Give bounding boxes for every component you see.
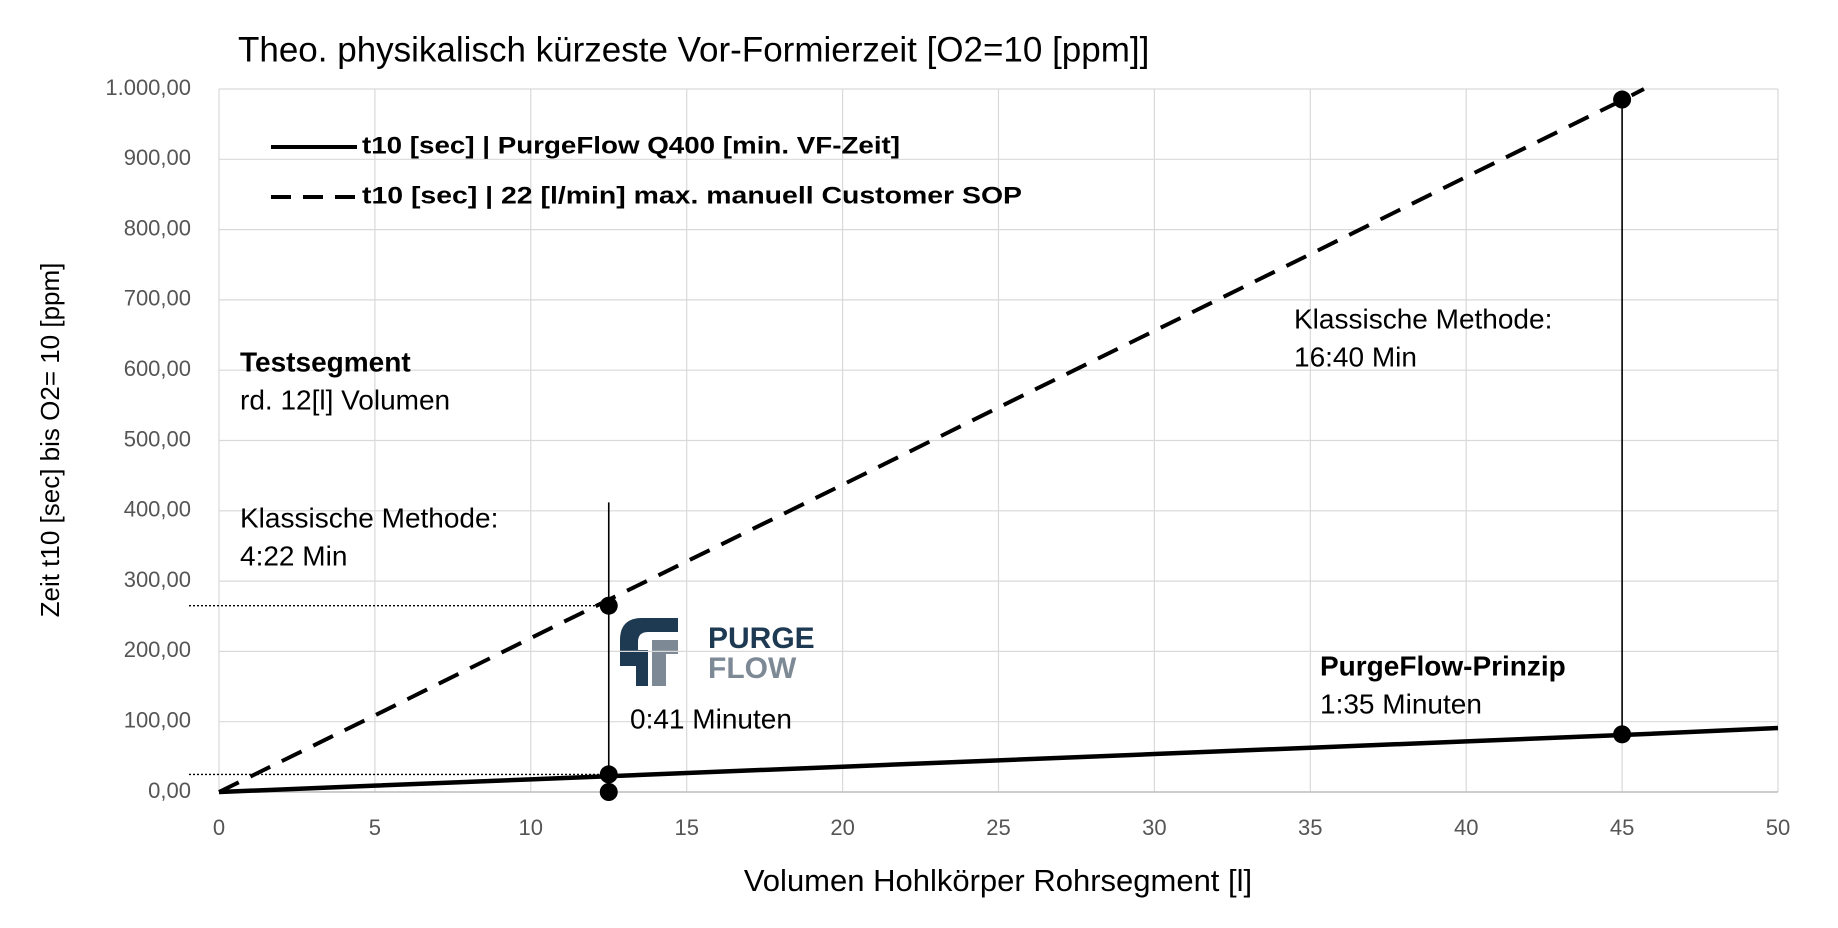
- annotation: Klassische Methode:: [240, 502, 498, 533]
- logo-text: FLOW: [708, 652, 797, 685]
- x-tick-label: 40: [1454, 815, 1478, 840]
- y-tick-label: 200,00: [124, 637, 191, 662]
- y-tick-label: 400,00: [124, 497, 191, 522]
- annotation: Testsegment: [240, 346, 411, 377]
- y-tick-label: 800,00: [124, 215, 191, 240]
- annotation: rd. 12[l] Volumen: [240, 384, 450, 415]
- x-tick-label: 15: [674, 815, 698, 840]
- annotation: Klassische Methode:: [1294, 303, 1552, 334]
- x-tick-label: 35: [1298, 815, 1322, 840]
- annotation: PurgeFlow-Prinzip: [1320, 650, 1566, 681]
- y-tick-label: 0,00: [148, 778, 191, 803]
- x-tick-label: 45: [1610, 815, 1634, 840]
- x-tick-label: 50: [1766, 815, 1790, 840]
- marker: [1613, 725, 1632, 744]
- x-axis-label: Volumen Hohlkörper Rohrsegment [l]: [744, 863, 1252, 898]
- annotation: 1:35 Minuten: [1320, 688, 1482, 719]
- marker: [599, 783, 618, 801]
- chart-title: Theo. physikalisch kürzeste Vor-Formierz…: [238, 30, 1149, 69]
- x-tick-label: 10: [519, 815, 543, 840]
- y-tick-label: 500,00: [124, 426, 191, 451]
- y-axis-label: Zeit t10 [sec] bis O2= 10 [ppm]: [35, 263, 65, 618]
- x-tick-label: 20: [830, 815, 854, 840]
- y-tick-label: 700,00: [124, 286, 191, 311]
- annotation: 4:22 Min: [240, 540, 347, 571]
- legend-label: t10 [sec] | PurgeFlow Q400 [min. VF-Zeit…: [362, 132, 900, 159]
- annotation: 0:41 Minuten: [630, 703, 792, 734]
- marker: [599, 596, 618, 615]
- legend-label: t10 [sec] | 22 [l/min] max. manuell Cust…: [362, 182, 1022, 209]
- x-tick-label: 5: [369, 815, 381, 840]
- marker: [1613, 90, 1632, 109]
- y-tick-label: 900,00: [124, 145, 191, 170]
- y-tick-label: 600,00: [124, 356, 191, 381]
- x-tick-label: 25: [986, 815, 1010, 840]
- series-line: [218, 725, 1779, 795]
- annotation: 16:40 Min: [1294, 341, 1417, 372]
- logo-text: PURGE: [708, 622, 815, 655]
- x-tick-label: 0: [213, 815, 225, 840]
- marker: [599, 765, 618, 784]
- x-tick-label: 30: [1142, 815, 1166, 840]
- y-tick-label: 300,00: [124, 567, 191, 592]
- y-tick-label: 1.000,00: [105, 75, 191, 100]
- series-line: [218, 87, 1645, 794]
- y-tick-label: 100,00: [124, 708, 191, 733]
